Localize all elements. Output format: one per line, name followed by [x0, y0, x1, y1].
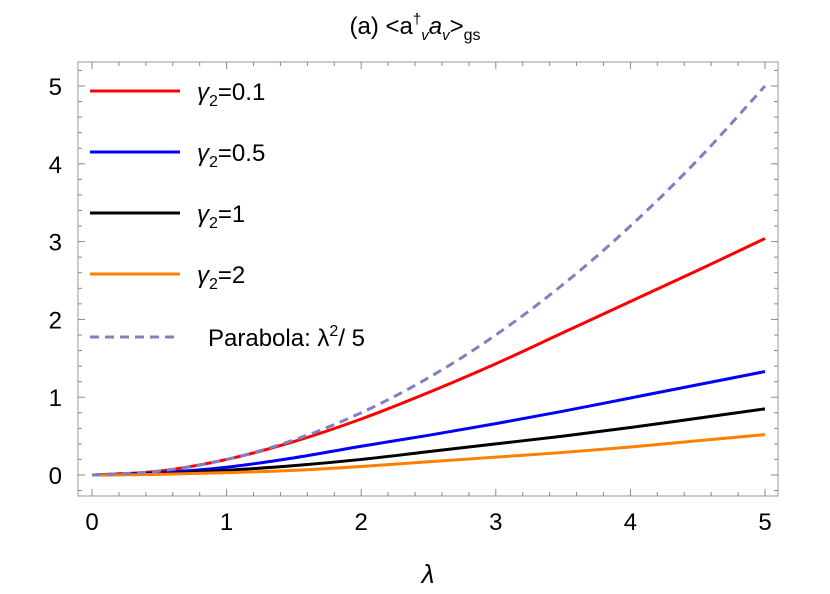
- plot-frame: [77, 61, 779, 497]
- x-axis-label: λ: [420, 559, 435, 589]
- y-tick-label: 1: [49, 385, 62, 412]
- y-tick-label: 5: [49, 74, 62, 101]
- series-line-3: [91, 433, 766, 477]
- y-tick-label: 3: [49, 230, 62, 257]
- legend-label-2: γ2=1: [197, 201, 245, 232]
- curves: [91, 84, 767, 477]
- legend-label-1: γ2=0.5: [197, 140, 265, 171]
- series-line-1: [91, 370, 766, 477]
- x-tick-label: 0: [85, 509, 98, 536]
- x-tick-label: 1: [220, 509, 233, 536]
- y-tick-label: 2: [49, 307, 62, 334]
- x-tick-label: 2: [355, 509, 368, 536]
- legend-label-4: Parabola: λ2/ 5: [208, 323, 365, 352]
- x-tick-label: 5: [758, 509, 771, 536]
- legend-label-0: γ2=0.1: [197, 79, 265, 110]
- tick-labels: 0 1 2 3 4 5 0 1 2 3 4 5: [49, 74, 772, 536]
- y-tick-label: 4: [49, 152, 62, 179]
- chart-title: (a) <a†vav>gs: [350, 11, 481, 44]
- y-tick-label: 0: [49, 463, 62, 490]
- legend: γ2=0.1 γ2=0.5 γ2=1 γ2=2 Parabola: λ2/ 5: [90, 79, 365, 352]
- series-line-4: [91, 84, 767, 477]
- x-tick-label: 4: [624, 509, 637, 536]
- series-line-0: [91, 237, 766, 477]
- series-line-2: [91, 407, 766, 477]
- x-tick-label: 3: [489, 509, 502, 536]
- legend-label-3: γ2=2: [197, 262, 245, 293]
- ticks: [78, 62, 778, 496]
